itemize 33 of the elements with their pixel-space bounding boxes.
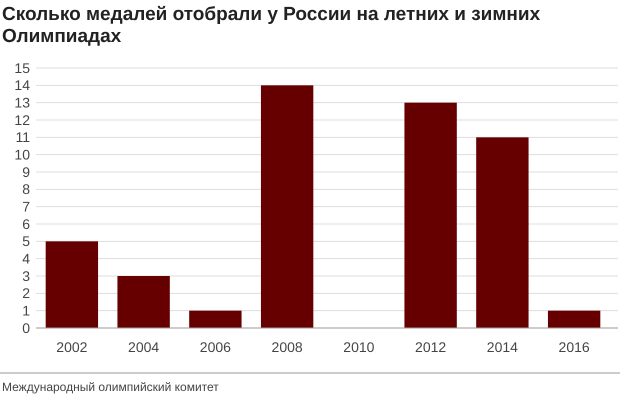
x-tick-label: 2002: [56, 339, 88, 355]
bar: [548, 310, 600, 328]
y-tick-label: 8: [22, 181, 30, 198]
y-tick-label: 12: [14, 112, 30, 128]
y-tick-label: 11: [15, 129, 30, 146]
y-tick-label: 2: [22, 285, 30, 302]
y-tick-label: 6: [22, 216, 30, 232]
y-tick-label: 13: [14, 94, 30, 111]
y-tick-label: 5: [22, 233, 30, 250]
y-tick-label: 1: [22, 302, 30, 319]
bar: [260, 85, 314, 328]
chart-title: Сколько медалей отобрали у России на летних и зимних Олимпиадах: [2, 4, 541, 47]
bar: [189, 310, 242, 328]
y-tick-label: 3: [22, 268, 30, 284]
bar: [404, 102, 457, 328]
x-tick-label: 2012: [415, 339, 446, 355]
y-tick-label: 10: [14, 146, 30, 163]
bar: [46, 241, 98, 328]
x-tick-label: 2008: [272, 339, 303, 355]
y-tick-label: 4: [22, 250, 30, 267]
y-tick-label: 7: [22, 198, 30, 215]
bar: [476, 137, 529, 328]
x-tick-label: 2010: [343, 339, 375, 355]
y-tick-label: 14: [14, 77, 30, 94]
text: Международный олимпийский комитет: [2, 380, 220, 394]
x-tick-label: 2006: [200, 339, 232, 355]
y-tick-label: 15: [14, 60, 30, 76]
y-tick-label: 0: [22, 320, 30, 336]
x-tick-label: 2004: [128, 339, 160, 355]
x-tick-label: 2016: [558, 339, 590, 355]
x-tick-label: 2014: [486, 339, 518, 355]
y-tick-label: 9: [22, 164, 30, 180]
bar: [117, 276, 170, 328]
